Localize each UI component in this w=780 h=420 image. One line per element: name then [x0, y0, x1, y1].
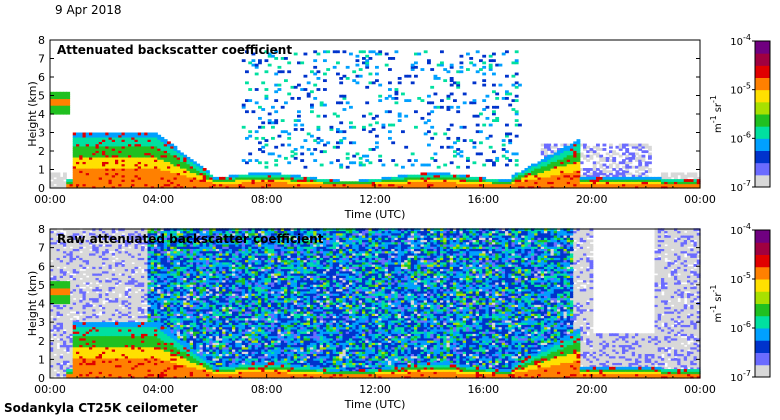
y-tick-label: 8 [38, 34, 45, 47]
colorbar-swatch [755, 77, 770, 91]
instrument-label: Sodankyla CT25K ceilometer [4, 401, 198, 415]
heatmap-panel-1: 0 1 2 3 4 5 6 7 8 00:00 04:00 08:00 12:00 16:00 20:00 0… [26, 34, 716, 221]
x-tick-label: 00:00 [34, 383, 66, 396]
colorbar-swatch [755, 174, 770, 188]
colorbar-2: 10-4 10-5 10-6 10-7 m-1sr-1 [709, 222, 771, 384]
y-tick-label: 6 [38, 71, 45, 84]
y-tick-label: 8 [38, 223, 45, 236]
colorbar-swatch [755, 114, 770, 127]
colorbar-swatch [755, 126, 770, 139]
x-tick-label: 08:00 [251, 193, 283, 206]
x-tick-label: 16:00 [467, 383, 499, 396]
colorbar-swatch [755, 138, 770, 151]
colorbar-1: 10-4 10-5 10-6 10-7 m-1sr-1 [709, 33, 771, 194]
colorbar-swatch [755, 364, 770, 378]
x-tick-label: 00:00 [684, 193, 716, 206]
colorbar-unit-label: m-1sr-1 [709, 95, 724, 133]
y-tick-label: 1 [38, 353, 45, 366]
colorbar-swatch [755, 53, 770, 66]
y-tick-label: 2 [38, 335, 45, 348]
heatmap-panel-2: 0 1 2 3 4 5 6 7 8 00:00 04:00 08:00 12:00 16:00 20:00 0… [26, 223, 716, 411]
y-tick-label: 6 [38, 260, 45, 273]
colorbar-swatch [755, 230, 770, 243]
colorbar-swatch [755, 303, 770, 317]
x-axis-label: Time (UTC) [344, 398, 406, 411]
colorbar-frame [754, 229, 771, 378]
page-date: 9 Apr 2018 [55, 3, 122, 17]
colorbar-swatch [755, 279, 770, 292]
colorbar-swatch [755, 352, 770, 366]
x-tick-label: 12:00 [359, 383, 391, 396]
colorbar-swatch [755, 291, 770, 304]
colorbar-swatch [755, 315, 770, 329]
x-axis-label: Time (UTC) [344, 208, 406, 221]
colorbar-swatch [755, 340, 770, 353]
colorbar-unit-label: m-1sr-1 [709, 284, 724, 322]
y-tick-label: 7 [38, 242, 45, 255]
y-tick-label: 3 [38, 127, 45, 140]
x-tick-label: 00:00 [34, 193, 66, 206]
heatmap-cells [50, 50, 701, 189]
chart-title: Attenuated backscatter coefficient [57, 43, 292, 57]
colorbar-tick-label: 10-7 [730, 369, 751, 384]
colorbar-tick-label: 10-6 [730, 130, 751, 145]
heatmap-cells [50, 228, 701, 379]
colorbar-tick-label: 10-4 [730, 222, 751, 237]
y-tick-label: 5 [38, 279, 45, 292]
x-tick-label: 20:00 [576, 193, 608, 206]
x-tick-label: 20:00 [576, 383, 608, 396]
colorbar-swatch [755, 101, 770, 115]
x-tick-label: 08:00 [251, 383, 283, 396]
colorbar-swatch [755, 89, 770, 103]
colorbar-swatch [755, 254, 770, 268]
y-tick-label: 0 [38, 372, 45, 385]
colorbar-swatch [755, 162, 770, 176]
colorbar-tick-label: 10-4 [730, 33, 751, 48]
y-tick-label: 4 [38, 108, 45, 121]
x-tick-label: 00:00 [684, 383, 716, 396]
y-tick-label: 2 [38, 145, 45, 158]
colorbar-swatch [755, 266, 770, 280]
colorbar-tick-label: 10-5 [730, 271, 751, 286]
y-tick-label: 4 [38, 298, 45, 311]
colorbar-swatch [755, 150, 770, 164]
colorbar-swatch [755, 328, 770, 341]
colorbar-swatch [755, 242, 770, 255]
y-tick-label: 0 [38, 182, 45, 195]
chart-title: Raw attenuated backscatter coefficient [57, 232, 324, 246]
colorbar-tick-label: 10-5 [730, 82, 751, 97]
y-tick-label: 7 [38, 53, 45, 66]
x-tick-label: 04:00 [142, 193, 174, 206]
colorbar-tick-label: 10-6 [730, 320, 751, 335]
x-tick-label: 16:00 [467, 193, 499, 206]
x-tick-label: 12:00 [359, 193, 391, 206]
colorbar-frame [754, 40, 771, 188]
colorbar-tick-label: 10-7 [730, 179, 751, 194]
y-tick-label: 5 [38, 90, 45, 103]
y-tick-label: 3 [38, 316, 45, 329]
colorbar-swatch [755, 41, 770, 54]
y-axis-label: Height (km) [26, 271, 39, 337]
y-axis-label: Height (km) [26, 81, 39, 147]
x-tick-label: 04:00 [142, 383, 174, 396]
colorbar-swatch [755, 65, 770, 78]
y-tick-label: 1 [38, 164, 45, 177]
